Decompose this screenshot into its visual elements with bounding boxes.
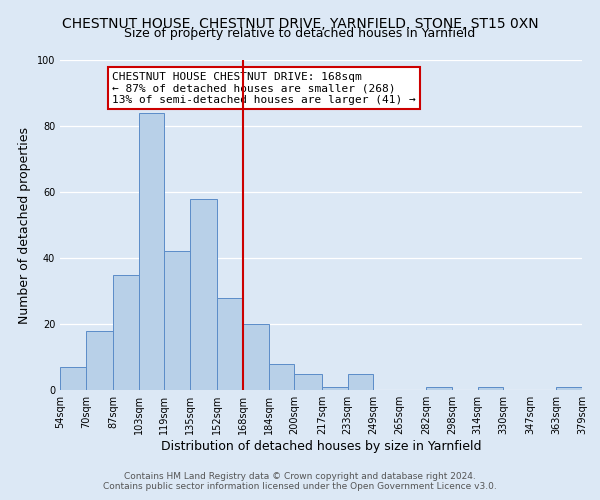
Bar <box>217 298 243 390</box>
Bar <box>190 198 217 390</box>
Text: CHESTNUT HOUSE, CHESTNUT DRIVE, YARNFIELD, STONE, ST15 0XN: CHESTNUT HOUSE, CHESTNUT DRIVE, YARNFIEL… <box>62 18 538 32</box>
Y-axis label: Number of detached properties: Number of detached properties <box>18 126 31 324</box>
Bar <box>164 252 190 390</box>
Bar <box>478 386 503 390</box>
Bar <box>60 367 86 390</box>
Bar <box>113 274 139 390</box>
Bar <box>269 364 295 390</box>
Bar <box>322 386 347 390</box>
Bar <box>139 113 164 390</box>
Bar <box>347 374 373 390</box>
Text: Contains public sector information licensed under the Open Government Licence v3: Contains public sector information licen… <box>103 482 497 491</box>
Bar <box>556 386 582 390</box>
Text: CHESTNUT HOUSE CHESTNUT DRIVE: 168sqm
← 87% of detached houses are smaller (268): CHESTNUT HOUSE CHESTNUT DRIVE: 168sqm ← … <box>112 72 416 105</box>
Text: Size of property relative to detached houses in Yarnfield: Size of property relative to detached ho… <box>124 28 476 40</box>
Bar <box>426 386 452 390</box>
Bar <box>86 330 113 390</box>
X-axis label: Distribution of detached houses by size in Yarnfield: Distribution of detached houses by size … <box>161 440 481 453</box>
Bar <box>295 374 322 390</box>
Text: Contains HM Land Registry data © Crown copyright and database right 2024.: Contains HM Land Registry data © Crown c… <box>124 472 476 481</box>
Bar <box>243 324 269 390</box>
